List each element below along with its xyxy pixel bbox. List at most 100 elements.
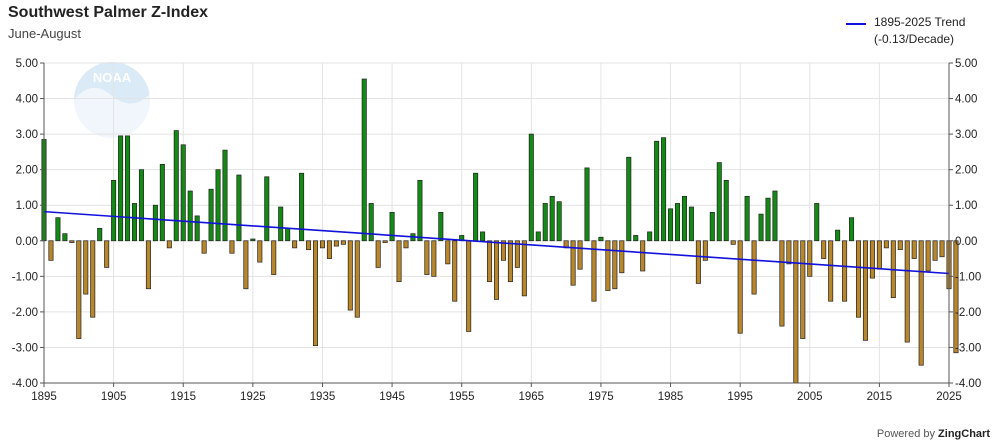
bar xyxy=(835,229,841,242)
legend-text: 1895-2025 Trend (-0.13/Decade) xyxy=(874,14,965,48)
x-tick-label: 1895 xyxy=(31,391,57,403)
y-tick-label-left: -2.00 xyxy=(12,307,38,319)
bar xyxy=(326,240,332,259)
y-tick-label-left: 5.00 xyxy=(16,58,38,70)
bar xyxy=(849,217,855,242)
y-tick-label-right: 5.00 xyxy=(955,58,977,70)
legend[interactable]: 1895-2025 Trend (-0.13/Decade) xyxy=(846,14,965,48)
bar xyxy=(201,240,207,254)
x-tick-label: 2005 xyxy=(797,391,823,403)
bar xyxy=(953,240,959,354)
bar xyxy=(619,240,625,274)
bar xyxy=(528,133,534,242)
bar xyxy=(264,176,270,242)
bar xyxy=(145,240,151,290)
bar xyxy=(702,240,708,261)
bar xyxy=(271,240,277,275)
bar xyxy=(668,208,674,242)
bar xyxy=(855,240,862,318)
grid xyxy=(43,62,950,384)
bar xyxy=(647,231,653,242)
bar xyxy=(340,240,346,245)
x-tick-label: 1985 xyxy=(658,391,684,403)
bar xyxy=(507,240,513,283)
bar xyxy=(570,240,576,286)
bar xyxy=(744,195,750,242)
bar xyxy=(382,240,388,243)
credit[interactable]: Powered by ZingChart xyxy=(877,428,990,440)
bar xyxy=(751,240,757,295)
bar xyxy=(493,240,500,300)
y-tick-label-right: -2.00 xyxy=(955,307,981,319)
bar xyxy=(758,213,764,242)
bar xyxy=(779,240,785,327)
bar xyxy=(166,240,172,249)
x-tick-label: 1965 xyxy=(519,391,545,403)
bar xyxy=(862,240,868,341)
bar xyxy=(730,240,736,245)
bar xyxy=(598,236,604,242)
legend-line1: 1895-2025 Trend xyxy=(874,15,966,29)
y-tick-label-right: -1.00 xyxy=(955,271,981,283)
bar xyxy=(48,240,54,261)
bar xyxy=(640,240,646,272)
x-tick-label: 1945 xyxy=(379,391,405,403)
y-tick-label-right: -3.00 xyxy=(955,342,981,354)
bar xyxy=(521,240,527,297)
bar xyxy=(932,240,938,261)
bar xyxy=(159,163,165,242)
bar xyxy=(125,135,131,242)
bar xyxy=(187,190,193,242)
bar xyxy=(299,172,305,242)
bar xyxy=(542,203,548,242)
x-tick-label: 1975 xyxy=(588,391,614,403)
bar xyxy=(549,195,555,242)
bar xyxy=(904,240,910,343)
bar xyxy=(681,195,687,242)
bar xyxy=(424,240,430,275)
bar xyxy=(83,240,89,295)
noaa-logo-icon: NOAA xyxy=(74,62,150,138)
bar xyxy=(925,240,931,272)
bar xyxy=(111,179,117,242)
y-tick-label-right: 1.00 xyxy=(955,200,977,212)
bar xyxy=(897,240,903,251)
bar xyxy=(918,240,924,366)
trend-line xyxy=(43,210,950,275)
chart-title: Southwest Palmer Z-Index xyxy=(8,4,209,21)
credit-prefix: Powered by xyxy=(876,428,935,440)
bar xyxy=(347,240,353,311)
bar xyxy=(361,78,367,242)
bar xyxy=(535,231,541,242)
bar xyxy=(876,240,882,270)
bar xyxy=(500,240,506,261)
y-tick-label-left: 4.00 xyxy=(16,94,38,106)
bar xyxy=(180,144,186,242)
bar xyxy=(55,217,61,242)
bar xyxy=(152,204,158,242)
y-tick-label-left: -4.00 xyxy=(12,378,38,390)
bar xyxy=(688,206,694,242)
bar xyxy=(556,201,562,242)
y-tick-label-left: 2.00 xyxy=(16,165,38,177)
bar xyxy=(709,211,715,242)
bar xyxy=(417,179,423,242)
bar xyxy=(236,174,242,242)
bar xyxy=(250,238,256,242)
bar xyxy=(368,203,374,242)
bar xyxy=(842,240,848,302)
bar xyxy=(104,240,110,268)
credit-brand: ZingChart xyxy=(938,428,990,440)
bar xyxy=(194,215,200,242)
bar xyxy=(90,240,96,318)
y-tick-label-right: 2.00 xyxy=(955,165,977,177)
bar xyxy=(445,240,451,265)
bar xyxy=(480,231,486,242)
noaa-logo-text: NOAA xyxy=(93,70,132,85)
y-tick-label-right: 3.00 xyxy=(955,129,977,141)
bar xyxy=(911,240,917,259)
bar xyxy=(466,240,472,332)
bar xyxy=(605,240,611,291)
y-axis-left-labels: 5.00 4.00 3.00 2.00 1.00 0.00 -1.00 -2.00 -3.00 -… xyxy=(12,58,38,390)
x-tick-label: 1925 xyxy=(240,391,266,403)
